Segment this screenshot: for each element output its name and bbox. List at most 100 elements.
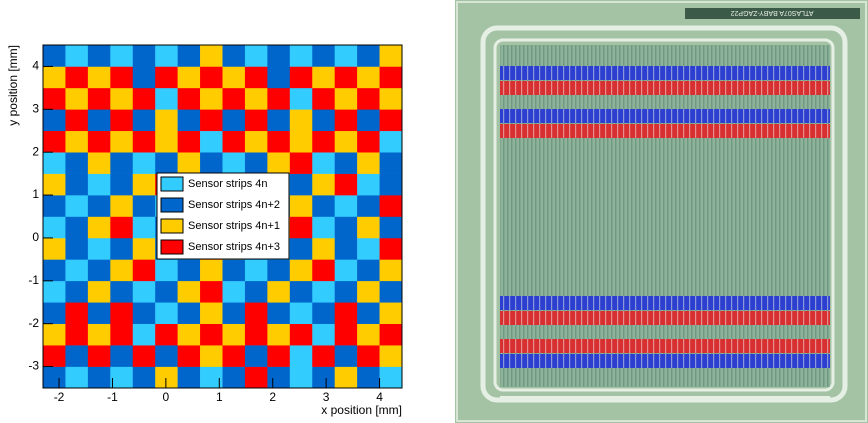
heatmap-cell	[379, 216, 403, 239]
heatmap-cell	[87, 130, 111, 153]
heatmap-cell	[267, 366, 291, 389]
legend-swatch	[160, 239, 184, 255]
x-tick-label: 2	[269, 390, 276, 404]
heatmap-cell	[289, 87, 313, 110]
heatmap-cell	[132, 109, 156, 132]
x-tick-label: -2	[54, 390, 65, 404]
heatmap-cell	[379, 45, 403, 67]
heatmap-cell	[132, 366, 156, 389]
heatmap-cell	[379, 366, 403, 389]
heatmap-cell	[87, 173, 111, 196]
heatmap-cell	[244, 152, 268, 174]
heatmap-cell	[110, 237, 134, 260]
heatmap-cell	[177, 87, 201, 110]
heatmap-cell	[43, 302, 66, 324]
heatmap-cell	[244, 66, 268, 89]
heatmap-cell	[65, 173, 89, 196]
y-tick-label: 1	[32, 187, 39, 201]
legend-swatch	[160, 176, 184, 192]
heatmap-cell	[334, 259, 358, 282]
heatmap-cell	[379, 345, 403, 367]
heatmap-cell	[222, 130, 246, 153]
heatmap-cell	[334, 280, 358, 303]
heatmap-cell	[244, 302, 268, 324]
heatmap-cell	[267, 87, 291, 110]
heatmap-cell	[379, 87, 403, 110]
heatmap-cell	[244, 259, 268, 282]
heatmap-cell	[312, 216, 335, 239]
heatmap-cell	[177, 152, 201, 174]
heatmap-cell	[155, 87, 178, 110]
heatmap-cell	[334, 237, 358, 260]
heatmap-cell	[334, 87, 358, 110]
heatmap-cell	[110, 109, 134, 132]
heatmap-cell	[267, 45, 291, 67]
heatmap-cell	[177, 45, 201, 67]
heatmap-cell	[312, 87, 335, 110]
heatmap-cell	[177, 259, 201, 282]
heatmap-cell	[289, 323, 313, 346]
heatmap-cell	[65, 259, 89, 282]
heatmap-cell	[43, 130, 66, 153]
heatmap-cell	[155, 152, 178, 174]
y-axis-label: y position [mm]	[6, 45, 20, 126]
heatmap-cell	[267, 280, 291, 303]
heatmap-cell	[289, 152, 313, 174]
heatmap-cell	[334, 216, 358, 239]
heatmap-cell	[312, 195, 335, 217]
heatmap-cell	[132, 237, 156, 260]
heatmap-cell	[312, 280, 335, 303]
heatmap-cell	[155, 345, 178, 367]
heatmap-cell	[312, 45, 335, 67]
heatmap-cell	[87, 280, 111, 303]
red-strips	[500, 339, 830, 353]
heatmap-cell	[110, 130, 134, 153]
heatmap-cell	[244, 130, 268, 153]
heatmap-cell	[65, 323, 89, 346]
heatmap-cell	[334, 302, 358, 324]
heatmap-cell	[357, 45, 380, 67]
heatmap-cell	[65, 109, 89, 132]
heatmap-cell	[200, 259, 223, 282]
heatmap-cell	[110, 323, 134, 346]
heatmap-cell	[379, 195, 403, 217]
heatmap-cell	[267, 302, 291, 324]
heatmap-cell	[312, 366, 335, 389]
heatmap-cell	[379, 259, 403, 282]
heatmap-cell	[222, 66, 246, 89]
heatmap-cell	[222, 302, 246, 324]
heatmap-cell	[289, 237, 313, 260]
bias-ring	[493, 38, 835, 392]
heatmap-cell	[43, 280, 66, 303]
heatmap-cell	[357, 366, 380, 389]
blue-strips	[500, 66, 830, 80]
heatmap-cell	[43, 237, 66, 260]
heatmap-cell	[200, 366, 223, 389]
strip-region	[500, 45, 830, 387]
heatmap-cell	[110, 216, 134, 239]
heatmap-cell	[177, 109, 201, 132]
heatmap-cell	[87, 216, 111, 239]
heatmap-cell	[222, 345, 246, 367]
heatmap-cell	[312, 109, 335, 132]
heatmap-cell	[357, 173, 380, 196]
heatmap-cell	[357, 216, 380, 239]
heatmap-cell	[267, 152, 291, 174]
heatmap-cell	[267, 259, 291, 282]
heatmap-cell	[110, 345, 134, 367]
heatmap-cell	[132, 173, 156, 196]
legend-swatch	[160, 197, 184, 213]
heatmap-cell	[110, 45, 134, 67]
heatmap-cell	[155, 66, 178, 89]
heatmap-cell	[334, 152, 358, 174]
heatmap-cell	[132, 302, 156, 324]
heatmap-cell	[87, 366, 111, 389]
heatmap-cell	[87, 302, 111, 324]
legend-label: Sensor strips 4n+1	[188, 220, 280, 232]
heatmap-cell	[379, 66, 403, 89]
y-tick-label: 4	[32, 59, 39, 73]
heatmap-cell	[155, 366, 178, 389]
heatmap-cell	[222, 280, 246, 303]
heatmap-cell	[155, 45, 178, 67]
heatmap-cell	[334, 45, 358, 67]
